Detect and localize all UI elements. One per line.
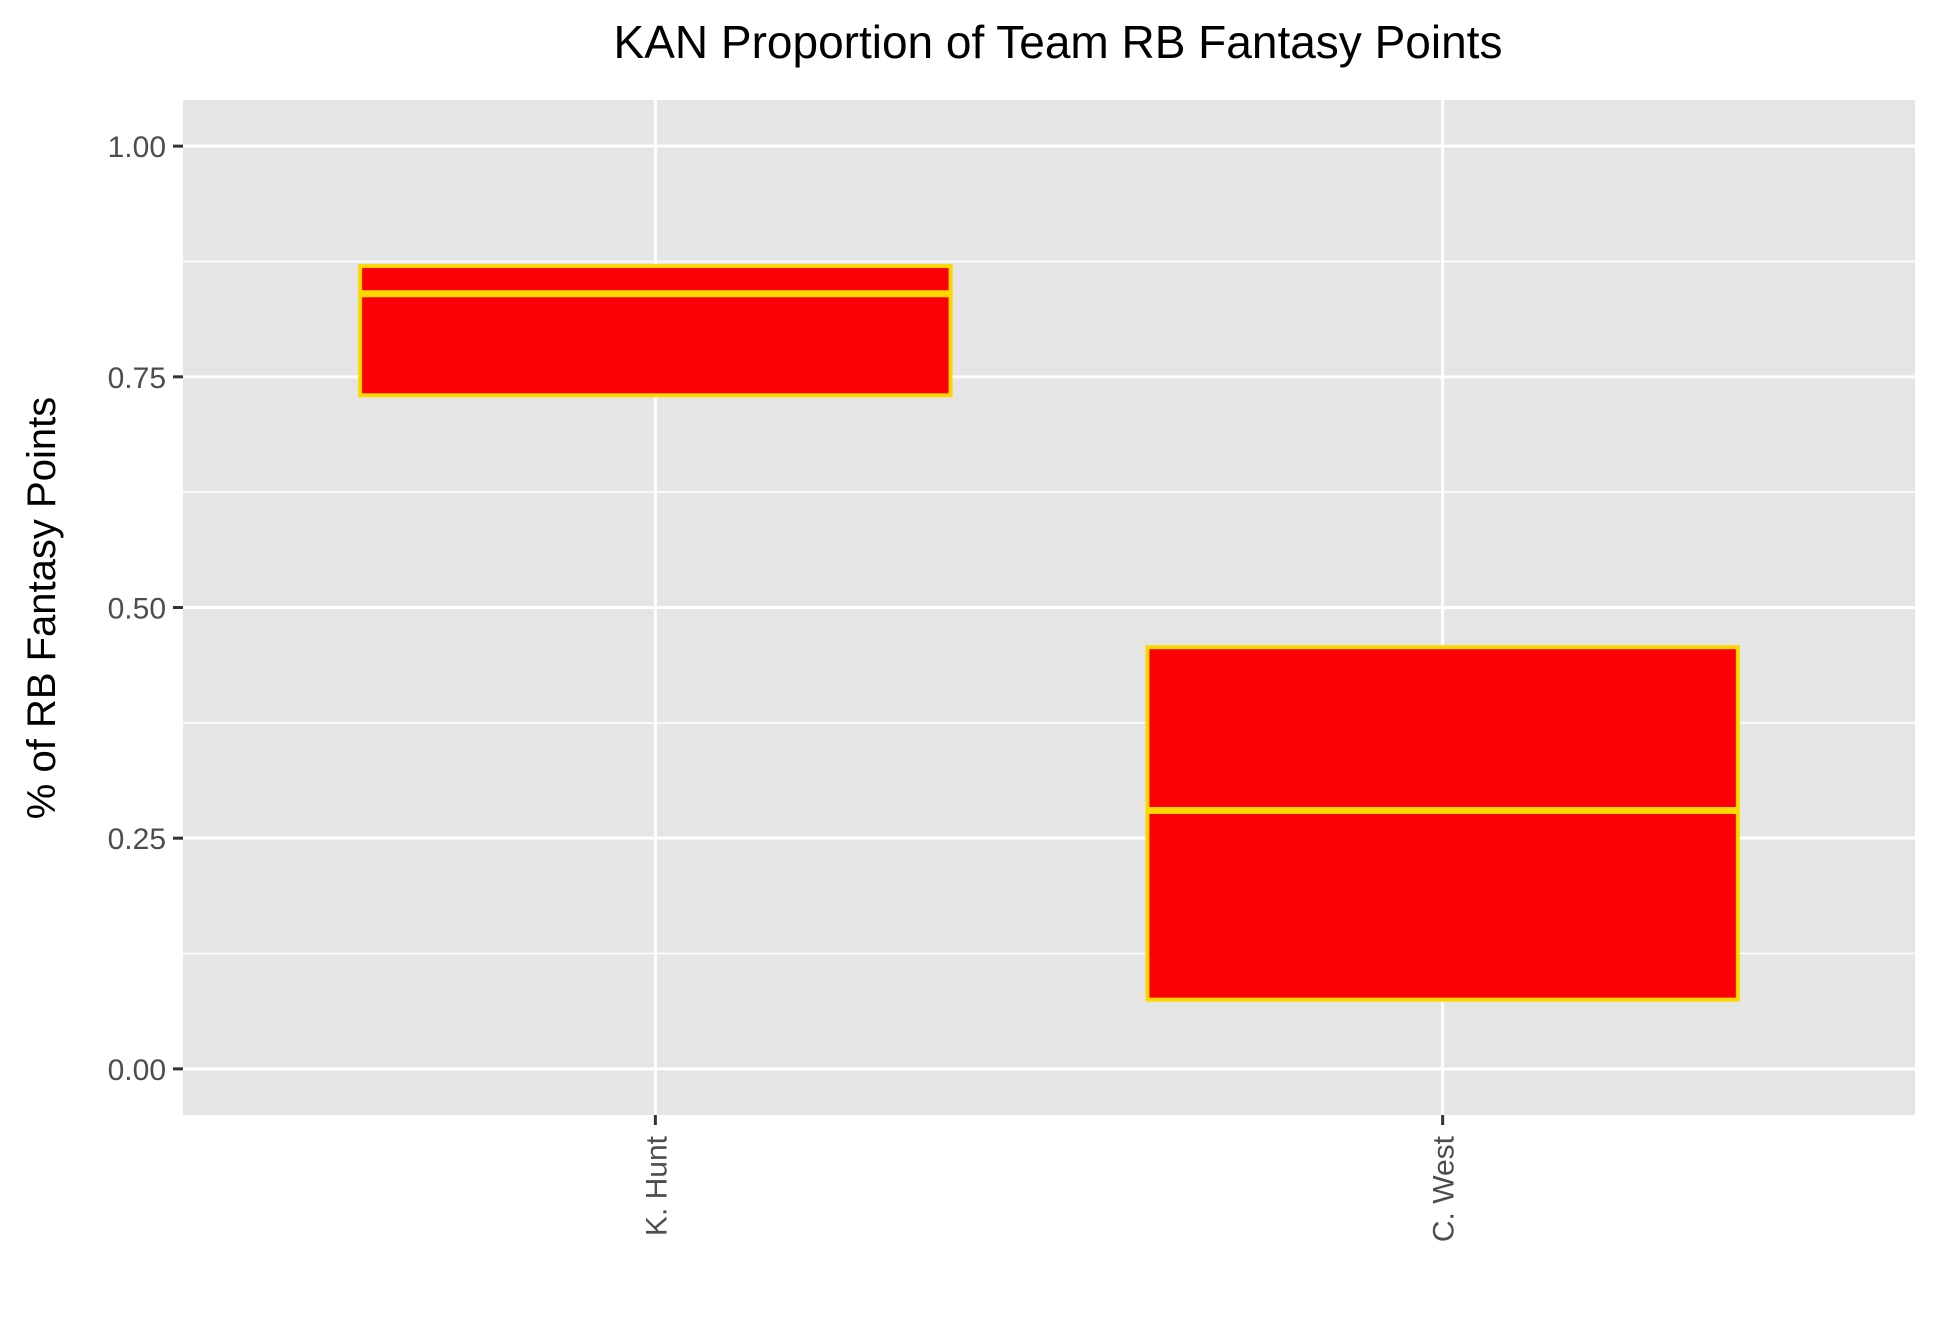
chart-title: KAN Proportion of Team RB Fantasy Points — [614, 16, 1503, 68]
y-tick-label: 0.25 — [108, 823, 166, 856]
box-c-west — [1145, 645, 1740, 1002]
y-tick-label: 1.00 — [108, 131, 166, 164]
y-tick-label: 0.50 — [108, 593, 166, 626]
box-k-hunt — [358, 264, 953, 398]
y-axis-label: % of RB Fantasy Points — [20, 397, 64, 819]
x-tick-label: K. Hunt — [640, 1135, 673, 1236]
y-tick-label: 0.00 — [108, 1054, 166, 1087]
y-tick-label: 0.75 — [108, 362, 166, 395]
x-tick-label: C. West — [1428, 1135, 1461, 1242]
plot-area: 0.00 0.25 0.50 0.75 1.00 K. Hunt C. West — [108, 100, 1915, 1242]
